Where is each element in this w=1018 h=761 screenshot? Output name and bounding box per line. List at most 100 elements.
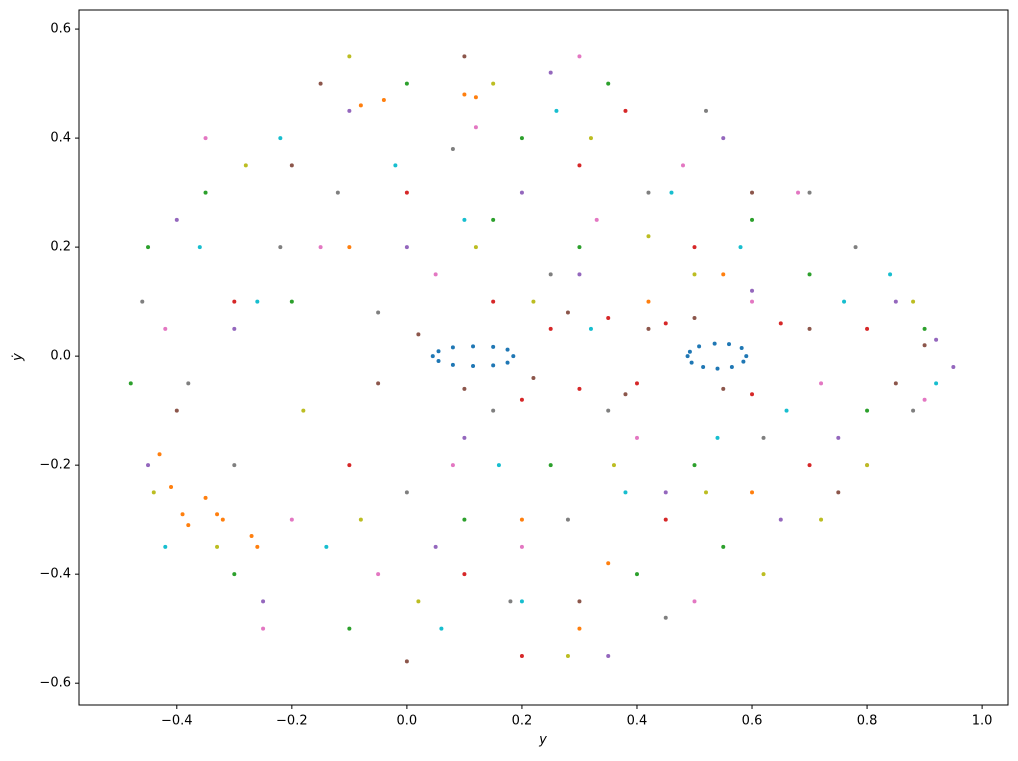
- point: [577, 54, 582, 59]
- point: [922, 397, 927, 402]
- point: [519, 190, 524, 195]
- x-tick-label: 0.6: [742, 714, 763, 729]
- point: [462, 92, 467, 97]
- point: [393, 163, 398, 168]
- point: [646, 190, 651, 195]
- point: [893, 299, 898, 304]
- point: [186, 381, 191, 386]
- point: [146, 463, 151, 468]
- point: [174, 217, 179, 222]
- point: [692, 272, 697, 277]
- y-tick-label: 0.0: [50, 349, 71, 364]
- point: [934, 381, 939, 386]
- point: [261, 599, 266, 604]
- point: [450, 362, 455, 367]
- point: [577, 272, 582, 277]
- point: [163, 544, 168, 549]
- point: [588, 326, 593, 331]
- point: [462, 435, 467, 440]
- point: [865, 326, 870, 331]
- point: [404, 81, 409, 86]
- point: [721, 386, 726, 391]
- point: [761, 435, 766, 440]
- point: [289, 299, 294, 304]
- point: [416, 599, 421, 604]
- point: [358, 103, 363, 108]
- x-tick-label: 0.8: [857, 714, 878, 729]
- point: [450, 147, 455, 151]
- point: [203, 136, 208, 141]
- point: [701, 365, 706, 370]
- point: [232, 326, 237, 331]
- point: [565, 653, 570, 658]
- point: [519, 653, 524, 658]
- point: [715, 435, 720, 440]
- point: [888, 272, 893, 277]
- point: [634, 572, 639, 577]
- x-tick-label: 0.0: [397, 714, 418, 729]
- point: [565, 517, 570, 522]
- point: [318, 81, 323, 86]
- point: [865, 463, 870, 468]
- point: [203, 495, 208, 500]
- point: [715, 366, 720, 371]
- point: [404, 659, 409, 664]
- point: [505, 360, 510, 365]
- point: [738, 245, 743, 250]
- point: [381, 97, 386, 102]
- point: [853, 245, 858, 250]
- point: [692, 463, 697, 468]
- point: [439, 626, 444, 631]
- point: [215, 512, 220, 517]
- point: [750, 190, 755, 195]
- point: [577, 163, 582, 168]
- point: [261, 626, 266, 631]
- point: [433, 272, 438, 277]
- point: [588, 136, 593, 141]
- x-tick-label: −0.4: [161, 714, 193, 729]
- point: [347, 245, 352, 250]
- point: [689, 360, 694, 365]
- point: [577, 626, 582, 631]
- point: [865, 408, 870, 413]
- point: [197, 245, 202, 250]
- point: [646, 234, 651, 239]
- point: [471, 363, 476, 368]
- point: [163, 326, 168, 331]
- point: [450, 345, 455, 350]
- point: [750, 490, 755, 495]
- x-tick-label: 0.2: [512, 714, 533, 729]
- point: [471, 344, 476, 349]
- point: [140, 299, 145, 304]
- point: [519, 544, 524, 549]
- point: [462, 386, 467, 391]
- point: [157, 452, 162, 457]
- point: [796, 190, 801, 195]
- point: [750, 217, 755, 222]
- point: [836, 490, 841, 495]
- point: [301, 408, 306, 413]
- point: [554, 108, 559, 113]
- point: [807, 272, 812, 277]
- point: [697, 344, 702, 349]
- point: [358, 517, 363, 522]
- point: [663, 615, 668, 620]
- point: [128, 381, 133, 386]
- point: [634, 435, 639, 440]
- point: [324, 544, 329, 549]
- point: [462, 517, 467, 522]
- point: [807, 463, 812, 468]
- point: [404, 490, 409, 495]
- point: [203, 190, 208, 195]
- point: [347, 108, 352, 113]
- point: [318, 245, 323, 250]
- point: [663, 321, 668, 326]
- point: [634, 381, 639, 386]
- point: [807, 190, 812, 195]
- point: [462, 54, 467, 59]
- point: [911, 299, 916, 304]
- point: [704, 490, 709, 495]
- point: [692, 315, 697, 320]
- point: [347, 463, 352, 468]
